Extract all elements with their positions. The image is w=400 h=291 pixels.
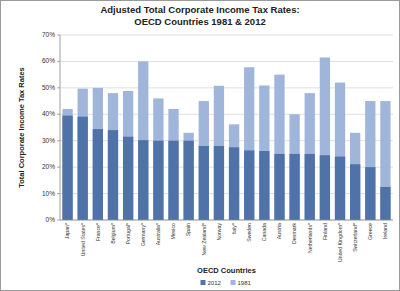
bar: [305, 154, 315, 220]
x-axis-label: OECD Countries: [197, 266, 256, 275]
x-tick-label: Portugal*: [125, 223, 131, 244]
bar: [229, 124, 239, 220]
x-tick-label: Finland: [322, 223, 328, 240]
bar: [93, 88, 103, 220]
grid-line: [60, 61, 393, 62]
x-tick-label: Greece: [367, 223, 373, 240]
bar: [259, 85, 269, 220]
x-tick-label: Norway: [216, 223, 222, 241]
x-tick-label: Spain: [185, 223, 191, 236]
bar: [380, 101, 390, 220]
x-tick-label: United Kingdom*: [337, 223, 343, 262]
bar: [365, 101, 375, 220]
bar: [335, 157, 345, 220]
y-tick: [57, 87, 60, 88]
bar: [108, 93, 118, 220]
bar: [199, 101, 209, 220]
chart-border: [1, 1, 400, 291]
legend-swatch: [231, 280, 236, 285]
bar: [184, 133, 194, 220]
bar: [305, 93, 315, 220]
subtitle: OECD Countries 1981 & 2012: [134, 16, 265, 27]
bar: [62, 116, 72, 220]
bar: [138, 61, 148, 220]
y-tick: [57, 114, 60, 115]
bar: [350, 133, 360, 220]
chart-svg: Adjusted Total Corporate Income Tax Rate…: [0, 0, 400, 291]
bars: [62, 57, 390, 220]
bar: [214, 146, 224, 220]
y-axis-label: Total Corporate Income Tax Rates: [17, 67, 26, 188]
y-tick: [57, 140, 60, 141]
x-tick-label: Mexico: [170, 223, 176, 240]
bar: [244, 150, 254, 220]
x-tick-label: Denmark: [291, 223, 297, 244]
y-tick: [57, 167, 60, 168]
x-axis: [60, 220, 393, 221]
grid-line: [60, 220, 393, 221]
x-tick-label: Australia*: [155, 223, 161, 245]
bar: [320, 155, 330, 220]
x-tick-label: Switzerland*: [352, 223, 358, 252]
y-tick-label: 10%: [42, 190, 55, 197]
bar: [229, 147, 239, 220]
y-tick-label: 30%: [42, 137, 55, 144]
y-tick-label: 20%: [42, 163, 55, 170]
bar: [335, 83, 345, 220]
bar: [153, 98, 163, 220]
x-tick-label: Italy*: [231, 223, 237, 235]
bar: [259, 151, 269, 220]
bar: [274, 154, 284, 220]
x-tick-label: France*: [95, 223, 101, 241]
bar: [62, 109, 72, 220]
bar: [168, 141, 178, 220]
y-tick-label: 60%: [42, 57, 55, 64]
y-tick: [57, 61, 60, 62]
legend-label: 2012: [208, 280, 222, 286]
x-tick-label: Sweden: [246, 223, 252, 242]
x-tick-label: Japan*: [64, 223, 70, 239]
bar: [350, 164, 360, 220]
y-axis: [60, 35, 61, 220]
bar: [244, 67, 254, 220]
x-tick-label: Ireland: [382, 223, 388, 239]
bar: [289, 114, 299, 220]
x-tick-label: Germany*: [140, 223, 146, 246]
bar: [108, 130, 118, 220]
bar: [78, 117, 88, 220]
y-tick-label: 40%: [42, 110, 55, 117]
bar: [199, 146, 209, 220]
bar: [78, 89, 88, 220]
chart-container: Adjusted Total Corporate Income Tax Rate…: [0, 0, 400, 291]
bar: [320, 57, 330, 220]
x-tick-label: United States*: [80, 223, 86, 256]
bar: [365, 167, 375, 220]
bar: [274, 75, 284, 220]
x-tick-label: Belgium*: [110, 223, 116, 244]
x-tick-label: Canada: [261, 223, 267, 241]
bar: [123, 91, 133, 220]
bar: [138, 140, 148, 220]
title: Adjusted Total Corporate Income Tax Rate…: [100, 4, 299, 15]
bar: [214, 86, 224, 220]
x-tick-label: Netherlands*: [307, 223, 313, 253]
grid-line: [60, 35, 393, 36]
bar: [184, 141, 194, 220]
y-tick-label: 50%: [42, 84, 55, 91]
bar: [123, 137, 133, 220]
legend-swatch: [201, 280, 206, 285]
bar: [168, 109, 178, 220]
y-tick: [57, 220, 60, 221]
legend-label: 1981: [238, 280, 252, 286]
bar: [289, 154, 299, 220]
bar: [153, 141, 163, 220]
y-tick: [57, 35, 60, 36]
y-tick: [57, 193, 60, 194]
x-tick-label: New Zealand*: [201, 223, 207, 256]
bar: [93, 129, 103, 220]
y-tick-label: 70%: [42, 31, 55, 38]
y-tick-label: 0%: [46, 216, 56, 223]
x-tick-label: Austria: [276, 223, 282, 239]
bar: [380, 187, 390, 220]
